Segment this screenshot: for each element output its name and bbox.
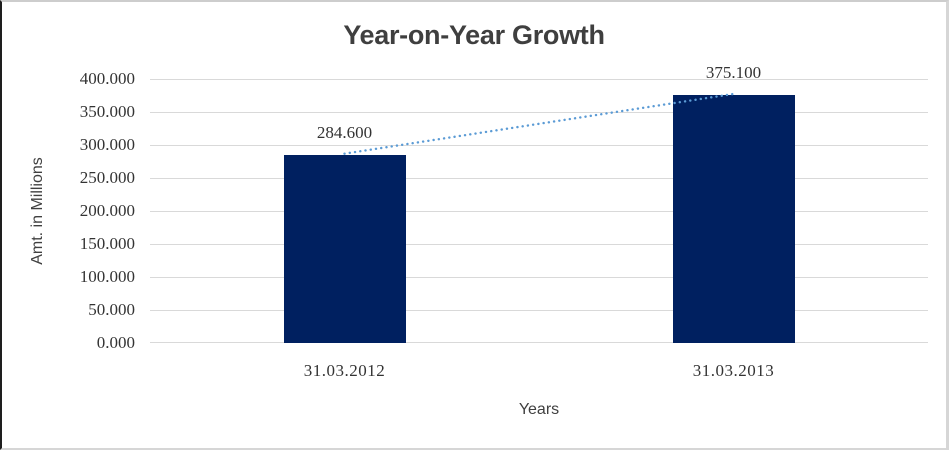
y-tick-label: 100.000 xyxy=(79,267,135,286)
y-tick-label: 0.000 xyxy=(96,333,135,352)
y-tick-label: 350.000 xyxy=(79,102,135,121)
x-tick-labels: 31.03.2012 31.03.2013 xyxy=(150,343,928,380)
chart-title: Year-on-Year Growth xyxy=(343,20,605,50)
data-label: 284.600 xyxy=(316,123,373,143)
gridline xyxy=(150,145,928,146)
y-tick-labels: 0.000 50.000 100.000 150.000 200.000 250.000 3… xyxy=(2,69,135,352)
y-tick-label: 200.000 xyxy=(79,201,135,220)
y-tick-label: 50.000 xyxy=(88,300,135,319)
trendline-path xyxy=(343,92,735,155)
gridline xyxy=(150,211,928,212)
gridline xyxy=(150,112,928,113)
y-tick-label: 250.000 xyxy=(79,168,135,187)
y-tick-label: 300.000 xyxy=(79,135,135,154)
gridline xyxy=(150,178,928,179)
y-tick-label: 400.000 xyxy=(79,69,135,88)
gridline xyxy=(150,342,928,343)
x-tick-label: 31.03.2013 xyxy=(692,361,775,380)
gridline xyxy=(150,79,928,80)
bar xyxy=(672,95,795,343)
gridline xyxy=(150,244,928,245)
data-label: 375.100 xyxy=(705,63,762,83)
trendline xyxy=(343,92,735,155)
bar xyxy=(283,155,406,343)
plot-area: 284.600 375.100 xyxy=(150,63,928,343)
x-tick-label: 31.03.2012 xyxy=(303,361,386,380)
x-axis-title: Years xyxy=(518,401,560,418)
gridline xyxy=(150,310,928,311)
gridline xyxy=(150,277,928,278)
y-tick-label: 150.000 xyxy=(79,234,135,253)
